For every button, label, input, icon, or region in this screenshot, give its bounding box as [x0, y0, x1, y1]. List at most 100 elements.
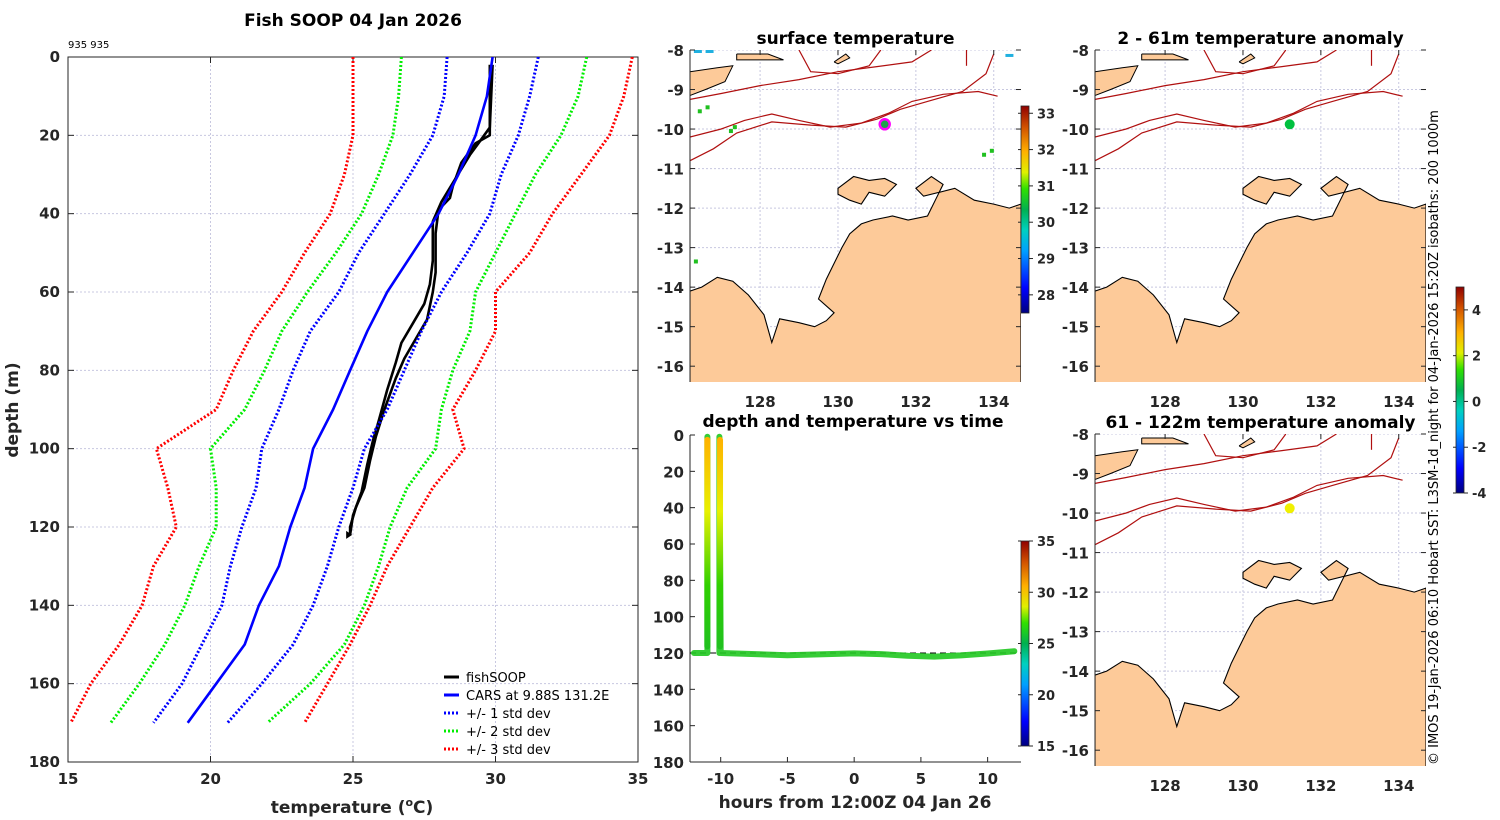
- y-tick-label: 180: [29, 753, 60, 771]
- isobath-line: [1095, 437, 1400, 546]
- time-x-tick-label: -10: [707, 770, 734, 788]
- sst-colorbar-tick-label: 29: [1037, 253, 1055, 268]
- isobath-line: [690, 50, 932, 100]
- map-y-tick-label: -10: [1062, 121, 1089, 139]
- station-marker: [1284, 503, 1295, 514]
- land-cobourg: [1320, 175, 1349, 197]
- map-x-tick-label: 130: [822, 393, 853, 411]
- map-y-tick-label: -8: [1072, 42, 1089, 60]
- land-island: [1141, 437, 1189, 445]
- sst-pixel: [989, 148, 994, 153]
- surface-temperature-map: surface temperature -8 -9 -10 -11 -12 -13 -14 -1…: [657, 29, 1021, 411]
- time-y-tick-label: 160: [653, 718, 684, 736]
- time-y-tick-label: 0: [674, 427, 684, 445]
- anomaly-colorbar-tick-label: 0: [1472, 395, 1481, 410]
- sst-colorbar-tick-label: 31: [1037, 180, 1055, 195]
- isobath-line: [798, 50, 882, 75]
- profile-grid: [68, 57, 638, 762]
- time-x-tick-label: 10: [977, 770, 998, 788]
- sst-colorbar-tick-label: 28: [1037, 289, 1055, 304]
- profile-ticks: 15 20 25 30 35 0 20 40 60 80 100 120 140 160 180: [29, 48, 649, 788]
- map-y-tick-label: -9: [1072, 466, 1089, 484]
- isobath-line: [1095, 50, 1337, 100]
- land-cobourg: [915, 175, 944, 197]
- anomaly-colorbar-tick-label: -4: [1472, 487, 1486, 502]
- y-tick-label: 60: [39, 283, 60, 301]
- legend-label: +/- 3 std dev: [466, 743, 551, 758]
- map-content: [690, 50, 1021, 382]
- map-y-tick-label: -11: [1062, 161, 1089, 179]
- map-x-tick-label: 134: [1383, 777, 1414, 795]
- time-y-tick-label: 120: [653, 645, 684, 663]
- time-colorbar-tick-label: 20: [1037, 689, 1055, 704]
- time-y-tick-label: 180: [653, 754, 684, 772]
- time-y-tick-label: 80: [663, 572, 684, 590]
- map-y-tick-label: -9: [667, 82, 684, 100]
- legend-label: +/- 2 std dev: [466, 725, 551, 740]
- map-content: [1095, 50, 1426, 382]
- cast-vertical-profile: [704, 436, 711, 650]
- map-y-tick-label: -16: [657, 358, 684, 376]
- isobath-line: [690, 90, 998, 138]
- time-colorbar: [1020, 540, 1030, 747]
- land-island: [1141, 53, 1189, 61]
- map-y-tick-label: -8: [667, 42, 684, 60]
- profile-ylabel: depth (m): [3, 362, 23, 457]
- land-island: [833, 53, 851, 65]
- sst-pixel: [697, 109, 702, 114]
- map-y-tick-label: -15: [1062, 703, 1089, 721]
- profile-xlabel: temperature (oC): [271, 796, 434, 818]
- map-y-tick-label: -11: [1062, 545, 1089, 563]
- map-x-tick-label: 128: [1149, 777, 1180, 795]
- land-timor: [690, 65, 734, 97]
- map-x-tick-label: 130: [1227, 393, 1258, 411]
- isobath-line: [1095, 90, 1403, 138]
- map-y-tick-label: -14: [1062, 663, 1089, 681]
- land-australia: [1095, 571, 1426, 766]
- series-line--1-std-dev: [152, 57, 449, 724]
- anomaly-colorbar-tick-label: 4: [1472, 304, 1481, 319]
- time-y-tick-label: 100: [653, 609, 684, 627]
- series-line-fishsoop: [348, 64, 492, 535]
- land-tiwi-islands: [837, 175, 898, 205]
- series-line--2-std-dev: [109, 57, 403, 724]
- time-x-tick-label: 5: [916, 770, 926, 788]
- profile-series: [69, 57, 634, 724]
- map-y-tick-label: -13: [1062, 240, 1089, 258]
- map-y-tick-label: -10: [657, 121, 684, 139]
- time-y-tick-label: 60: [663, 536, 684, 554]
- legend-label: CARS at 9.88S 131.2E: [466, 689, 609, 704]
- y-tick-label: 80: [39, 361, 60, 379]
- map-x-tick-label: 132: [1305, 777, 1336, 795]
- x-tick-label: 30: [485, 770, 506, 788]
- time-x-tick-label: 0: [849, 770, 859, 788]
- map-y-tick-label: -14: [1062, 279, 1089, 297]
- land-australia: [690, 187, 1021, 382]
- isobath-line: [690, 53, 995, 162]
- series-line--3-std-dev-upper: [303, 57, 634, 724]
- map-y-tick-label: -16: [1062, 358, 1089, 376]
- time-title: depth and temperature vs time: [703, 412, 1004, 432]
- profile-panel: Fish SOOP 04 Jan 2026 935 935 15 20 25 30 35…: [3, 11, 648, 818]
- cast-vertical-profile: [717, 436, 724, 650]
- time-y-tick-label: 40: [663, 500, 684, 518]
- x-tick-label: 35: [628, 770, 649, 788]
- colorbars: 28 29 30 31 32 33 15 20 25 30 35 -4 -2 0 2 4: [1018, 105, 1486, 755]
- sst-pixel: [705, 50, 714, 53]
- sst-pixel: [982, 152, 987, 157]
- time-colorbar-tick-label: 25: [1037, 638, 1055, 653]
- land-island: [1238, 53, 1256, 65]
- x-tick-label: 20: [200, 770, 221, 788]
- land-australia: [1095, 187, 1426, 382]
- sst-pixel: [705, 105, 710, 110]
- anomaly-61-122m-map: 61 - 122m temperature anomaly -8 -9 -10 -11 -…: [1062, 413, 1426, 795]
- map-x-tick-label: 128: [1149, 393, 1180, 411]
- sst-colorbar-tick-label: 32: [1037, 144, 1055, 159]
- land-timor: [1095, 449, 1139, 481]
- map-y-tick-label: -15: [657, 319, 684, 337]
- series-line-cars-at-9-88s-131-2e: [186, 57, 494, 724]
- profile-title: Fish SOOP 04 Jan 2026: [244, 11, 462, 31]
- y-tick-label: 100: [29, 440, 60, 458]
- isobath-line: [1095, 474, 1403, 522]
